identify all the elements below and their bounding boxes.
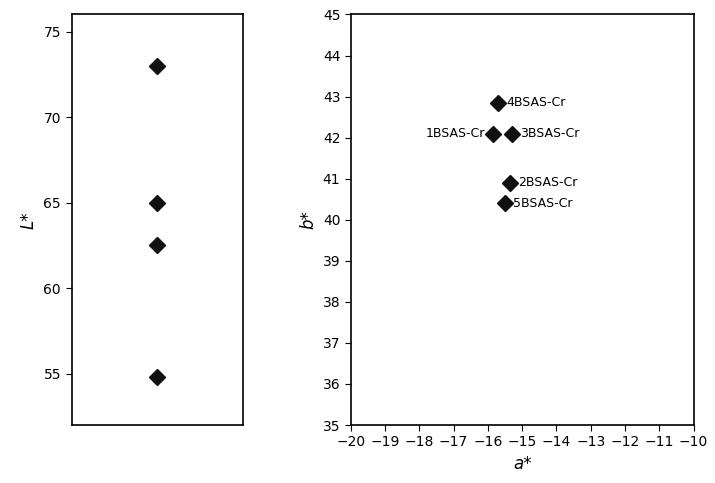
Text: 3BSAS-Cr: 3BSAS-Cr xyxy=(521,127,580,140)
Text: 2BSAS-Cr: 2BSAS-Cr xyxy=(518,176,578,189)
Text: 1BSAS-Cr: 1BSAS-Cr xyxy=(425,127,485,140)
X-axis label: a*: a* xyxy=(513,455,531,473)
Y-axis label: L*: L* xyxy=(20,211,38,228)
Y-axis label: b*: b* xyxy=(299,210,317,229)
Text: 4BSAS-Cr: 4BSAS-Cr xyxy=(506,96,566,109)
Text: 5BSAS-Cr: 5BSAS-Cr xyxy=(513,197,573,210)
